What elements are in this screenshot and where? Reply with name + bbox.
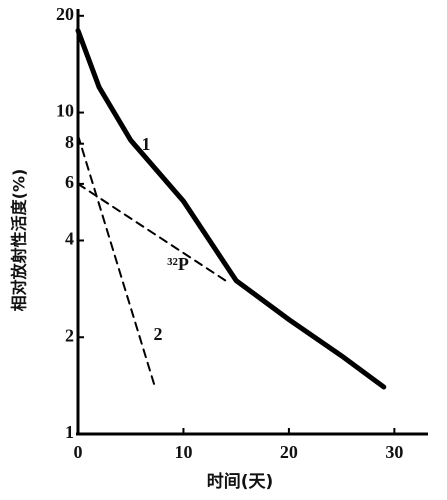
x-tick-label: 30 xyxy=(385,442,403,462)
y-tick-label: 10 xyxy=(56,101,74,121)
y-tick-label: 20 xyxy=(56,4,74,24)
x-tick-label: 20 xyxy=(280,442,298,462)
line xyxy=(77,134,156,389)
series-label: ³²P xyxy=(167,254,189,274)
y-tick-label: 6 xyxy=(65,172,74,192)
x-tick-label: 0 xyxy=(74,442,83,462)
series-label: 2 xyxy=(154,324,163,344)
y-tick-label: 1 xyxy=(65,422,74,442)
y-axis-label: 相对放射性活度(%) xyxy=(10,169,29,312)
line xyxy=(77,182,227,282)
x-tick-label: 10 xyxy=(174,442,192,462)
y-tick-label: 2 xyxy=(65,325,74,345)
y-tick-label: 4 xyxy=(65,229,74,249)
series-label: 1 xyxy=(142,134,151,154)
y-tick-label: 8 xyxy=(65,132,74,152)
x-axis-label: 时间(天) xyxy=(207,471,274,492)
line xyxy=(75,28,387,390)
